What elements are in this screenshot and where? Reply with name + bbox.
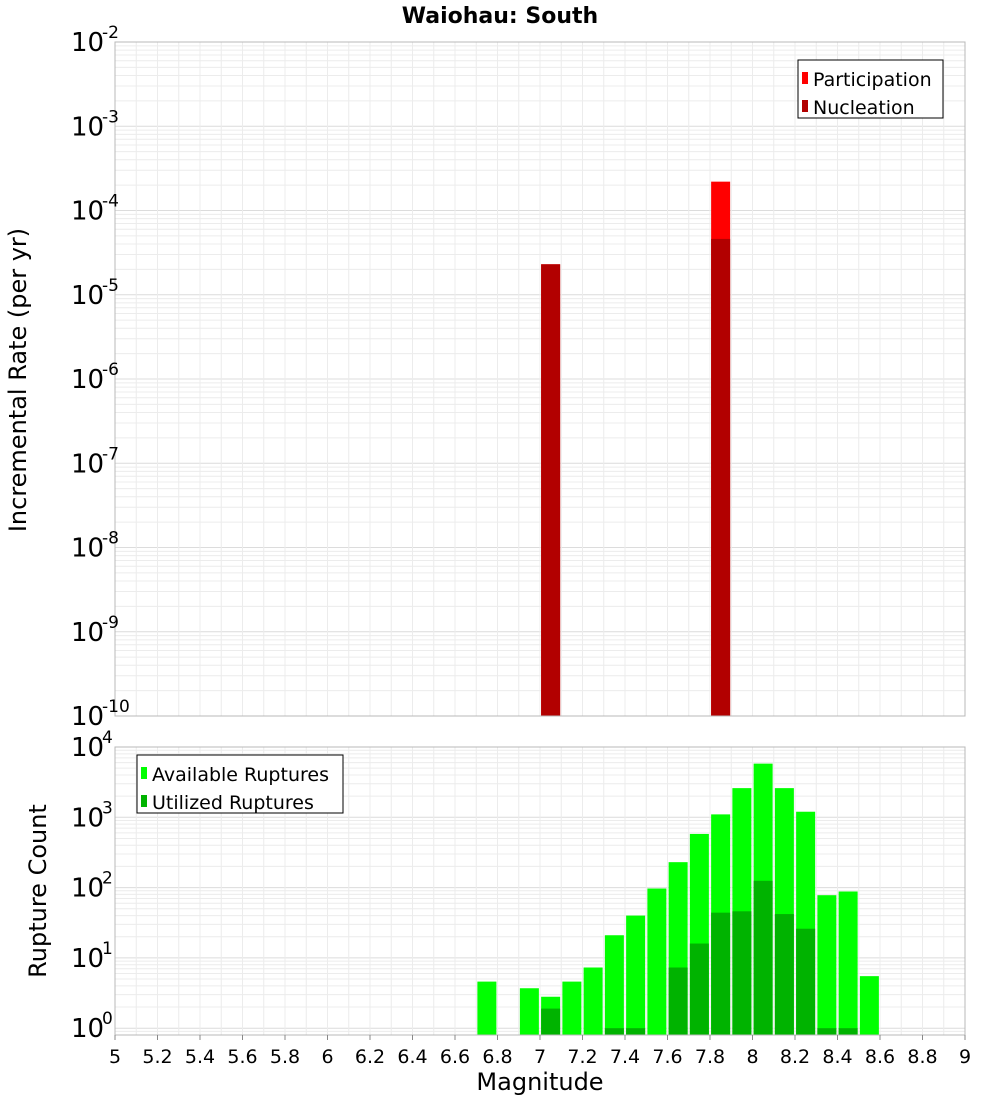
rate-y-tick-label: 10 xyxy=(71,534,104,564)
count-bar-available-ruptures xyxy=(604,935,624,1035)
count-bar-utilized-ruptures xyxy=(796,928,816,1035)
count-y-tick-exponent: 3 xyxy=(102,798,113,818)
count-legend-label: Available Ruptures xyxy=(152,764,329,786)
rate-plot-frame xyxy=(114,41,966,717)
count-x-tick-label: 7.4 xyxy=(610,1046,640,1068)
rate-y-tick-exponent: -6 xyxy=(102,360,119,380)
count-x-tick-label: 8.6 xyxy=(865,1046,895,1068)
chart-title: Waiohau: South xyxy=(402,4,598,29)
count-x-tick-label: 6.4 xyxy=(397,1046,427,1068)
count-legend: Available Ruptures Utilized Ruptures xyxy=(136,754,344,814)
count-bar-utilized-ruptures xyxy=(753,880,773,1035)
count-y-tick-label: 10 xyxy=(71,803,104,833)
rate-grid xyxy=(114,41,966,717)
count-legend-label: Utilized Ruptures xyxy=(152,792,314,814)
rate-y-tick-label: 10 xyxy=(71,281,104,311)
count-bar-available-ruptures xyxy=(477,981,497,1035)
count-x-tick-label: 5.2 xyxy=(142,1046,172,1068)
rate-y-tick-exponent: -2 xyxy=(102,23,119,43)
count-bar-available-ruptures xyxy=(519,988,539,1035)
count-bar-utilized-ruptures xyxy=(668,967,688,1035)
rate-y-tick-label: 10 xyxy=(71,28,104,58)
count-bar-available-ruptures xyxy=(583,967,603,1035)
count-y-tick-label: 10 xyxy=(71,733,104,763)
count-x-tick-label: 6.6 xyxy=(440,1046,470,1068)
count-legend-swatch xyxy=(141,795,147,807)
count-bar-available-ruptures xyxy=(817,895,837,1035)
count-x-tick-label: 5.8 xyxy=(270,1046,300,1068)
rate-y-tick-exponent: -8 xyxy=(102,529,119,549)
rate-y-tick-label: 10 xyxy=(71,449,104,479)
rate-y-tick-exponent: -5 xyxy=(102,276,119,296)
rate-legend-label: Nucleation xyxy=(813,97,915,119)
count-legend-box xyxy=(136,754,344,814)
count-bar-utilized-ruptures xyxy=(817,1028,837,1035)
count-x-tick-label: 5 xyxy=(109,1046,121,1068)
rate-bar-nucleation xyxy=(541,264,561,716)
rate-bar-nucleation xyxy=(711,238,731,716)
count-x-tick-label: 6 xyxy=(321,1046,333,1068)
count-x-ticks: 5 5.2 5.4 5.6 5.8 6 6.2 6.4 6.6 6.8 7 7.2 7.4 7.6 7.8 8… xyxy=(109,1035,971,1068)
count-bar-available-ruptures xyxy=(647,888,667,1035)
count-bar-utilized-ruptures xyxy=(774,914,794,1035)
count-bar-utilized-ruptures xyxy=(838,1028,858,1035)
count-x-tick-label: 7 xyxy=(534,1046,546,1068)
rate-y-tick-label: 10 xyxy=(71,112,104,142)
count-bar-available-ruptures xyxy=(859,976,879,1035)
rate-legend-label: Participation xyxy=(813,69,932,91)
rate-panel: 10-1010-910-810-710-610-510-410-310-2Par… xyxy=(71,23,966,732)
rate-legend: Participation Nucleation xyxy=(797,59,944,119)
count-y-tick-label: 10 xyxy=(71,944,104,974)
rate-y-tick-exponent: -7 xyxy=(102,444,119,464)
rate-y-tick-label: 10 xyxy=(71,618,104,648)
count-bar-utilized-ruptures xyxy=(541,1008,561,1035)
count-y-tick-exponent: 2 xyxy=(102,869,113,889)
magnitude-x-axis-label: Magnitude xyxy=(476,1068,603,1096)
rate-legend-box xyxy=(797,59,944,119)
count-bar-utilized-ruptures xyxy=(732,911,752,1035)
count-y-tick-exponent: 1 xyxy=(102,939,113,959)
count-x-tick-label: 7.6 xyxy=(652,1046,682,1068)
count-bar-utilized-ruptures xyxy=(604,1028,624,1035)
count-x-tick-label: 7.2 xyxy=(567,1046,597,1068)
count-x-tick-label: 5.6 xyxy=(227,1046,257,1068)
count-x-tick-label: 9 xyxy=(959,1046,971,1068)
count-x-tick-label: 8.2 xyxy=(780,1046,810,1068)
count-legend-swatch xyxy=(141,767,147,779)
count-x-tick-label: 8 xyxy=(746,1046,758,1068)
count-bar-utilized-ruptures xyxy=(711,912,731,1035)
count-x-tick-label: 6.2 xyxy=(355,1046,385,1068)
count-bar-available-ruptures xyxy=(562,981,582,1035)
rate-y-tick-label: 10 xyxy=(71,702,104,732)
count-bar-available-ruptures xyxy=(838,891,858,1035)
rate-legend-swatch xyxy=(802,100,808,112)
rate-y-tick-exponent: -3 xyxy=(102,107,119,127)
count-x-tick-label: 5.4 xyxy=(185,1046,215,1068)
rate-y-tick-exponent: -10 xyxy=(102,697,130,717)
rate-y-tick-label: 10 xyxy=(71,197,104,227)
rate-bars xyxy=(541,181,731,717)
count-y-tick-exponent: 4 xyxy=(102,728,113,748)
count-x-tick-label: 7.8 xyxy=(695,1046,725,1068)
rate-y-tick-exponent: -4 xyxy=(102,192,119,212)
count-x-tick-label: 6.8 xyxy=(482,1046,512,1068)
rate-y-tick-exponent: -9 xyxy=(102,613,119,633)
count-bar-utilized-ruptures xyxy=(689,943,709,1035)
count-y-tick-label: 10 xyxy=(71,1014,104,1044)
rate-legend-swatch xyxy=(802,72,808,84)
count-y-tick-exponent: 0 xyxy=(102,1009,113,1029)
rate-y-axis-label: Incremental Rate (per yr) xyxy=(4,228,32,532)
count-bar-utilized-ruptures xyxy=(626,1028,646,1035)
count-x-tick-label: 8.4 xyxy=(822,1046,852,1068)
count-x-tick-label: 8.8 xyxy=(907,1046,937,1068)
count-y-axis-label: Rupture Count xyxy=(24,804,52,978)
count-y-tick-label: 10 xyxy=(71,874,104,904)
count-bars xyxy=(477,763,879,1035)
count-bar-available-ruptures xyxy=(626,915,646,1035)
rate-y-tick-label: 10 xyxy=(71,365,104,395)
